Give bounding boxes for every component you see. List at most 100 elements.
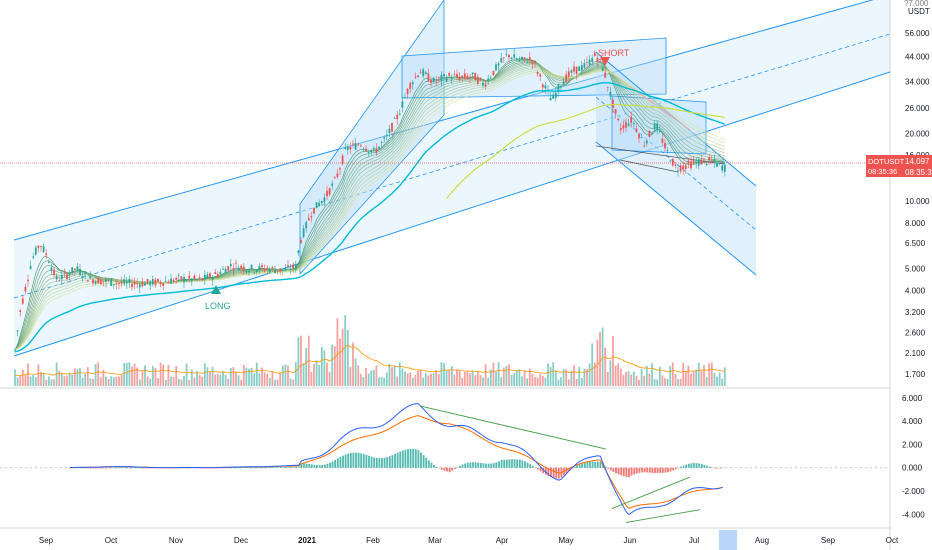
candle-body <box>125 281 128 284</box>
volume-bar <box>133 363 136 386</box>
macd-histogram-bar <box>518 459 521 468</box>
volume-bar <box>635 375 638 386</box>
candle-body <box>183 277 185 283</box>
candle-body <box>162 283 165 286</box>
candle-body <box>190 278 193 282</box>
volume-bar <box>583 368 586 386</box>
macd-pane <box>0 403 890 523</box>
candle-body <box>619 127 622 131</box>
macd-histogram-bar <box>643 467 646 473</box>
volume-bar <box>159 362 162 386</box>
volume-bar <box>354 358 357 386</box>
time-tick-label: Nov <box>169 536 183 545</box>
candle-body <box>263 268 266 271</box>
candle-body <box>300 240 302 243</box>
time-tick-label: Oct <box>886 536 899 545</box>
candle-body <box>359 145 362 147</box>
time-tick-label: Sep <box>821 536 836 545</box>
channel-drawings[interactable] <box>0 0 891 357</box>
candle-body <box>404 97 406 99</box>
volume-bar <box>216 373 219 386</box>
candle-body <box>508 54 510 58</box>
candle-body <box>370 150 373 153</box>
macd-axis[interactable]: 6.000 4.000 2.000 0.000 -2.000 -4.000 <box>902 394 925 520</box>
volume-bar <box>557 379 560 386</box>
volume-bar <box>284 364 287 386</box>
candle-body <box>268 269 271 273</box>
time-axis[interactable]: Sep Oct Nov Dec 2021 Feb Mar Apr May Jun Jul Aug Sep… <box>39 536 899 545</box>
candle-body <box>55 275 58 280</box>
macd-histogram-bar <box>383 457 386 468</box>
volume-bar <box>453 374 456 386</box>
macd-histogram-bar <box>438 467 441 469</box>
macd-histogram-bar <box>612 467 615 473</box>
candle-body <box>645 140 648 144</box>
macd-histogram-bar <box>373 457 376 468</box>
volume-bar <box>66 375 68 386</box>
macd-histogram-bar <box>126 467 129 469</box>
macd-histogram-bar <box>500 460 503 468</box>
volume-bar <box>443 363 445 386</box>
candle-body <box>474 73 477 81</box>
volume-bar <box>229 367 232 386</box>
volume-bar <box>261 367 263 386</box>
candle-body <box>339 168 341 170</box>
candle-body <box>34 247 37 255</box>
macd-histogram-bar <box>719 467 721 469</box>
candle-body <box>575 66 578 74</box>
volume-bar <box>539 374 542 386</box>
volume-bar <box>606 371 609 386</box>
macd-tick-label: 6.000 <box>902 394 923 403</box>
price-tick-label: 20.000 <box>905 129 930 138</box>
volume-bar <box>235 372 237 386</box>
volume-bar <box>362 377 365 386</box>
macd-histogram-bar <box>552 467 555 478</box>
candle-body <box>398 113 401 115</box>
time-tick-label: Oct <box>105 536 118 545</box>
macd-histogram-bar <box>654 467 656 473</box>
candle-body <box>63 272 66 274</box>
volume-bar <box>593 362 596 386</box>
volume-bar <box>300 335 302 386</box>
macd-histogram-bar <box>336 458 339 468</box>
candle-body <box>614 109 617 114</box>
macd-histogram-bar <box>630 467 633 476</box>
candle-body <box>253 271 256 273</box>
candle-body <box>450 78 453 80</box>
macd-histogram-bar <box>362 454 365 468</box>
macd-histogram-bar <box>261 467 264 469</box>
candle-body <box>497 63 500 66</box>
volume-bar <box>196 371 198 386</box>
volume-bar <box>92 378 94 386</box>
macd-histogram-bar <box>698 463 701 468</box>
candle-body <box>86 280 89 282</box>
candle-body <box>151 279 154 285</box>
candle-body <box>601 67 604 72</box>
volume-bar <box>336 318 339 386</box>
volume-bar <box>383 377 386 386</box>
macd-histogram-bar <box>329 462 331 468</box>
macd-histogram-bar <box>435 466 438 468</box>
symbol-tag: DOTUSDT <box>868 157 905 166</box>
candle-body <box>328 188 331 195</box>
candle-body <box>385 134 388 137</box>
short-signal-marker <box>600 57 610 66</box>
macd-histogram-bar <box>568 467 571 471</box>
volume-bar <box>406 373 409 386</box>
volume-bar <box>450 366 453 386</box>
candle-body <box>271 266 274 268</box>
volume-bar <box>172 376 175 386</box>
macd-histogram-bar <box>248 467 251 469</box>
candle-body <box>653 123 656 130</box>
volume-bar <box>682 362 685 386</box>
candle-body <box>531 60 534 64</box>
candle-body <box>297 250 300 253</box>
volume-bar <box>684 371 687 386</box>
candle-body <box>344 147 347 149</box>
volume-bar <box>328 371 331 386</box>
macd-histogram-bar <box>118 467 121 469</box>
candle-body <box>528 57 531 60</box>
price-axis[interactable]: ?7.000 USDT 56.000 44.000 34.000 26.000 20.0… <box>904 0 930 379</box>
long-label: LONG <box>205 301 231 311</box>
candle-body <box>53 269 55 276</box>
